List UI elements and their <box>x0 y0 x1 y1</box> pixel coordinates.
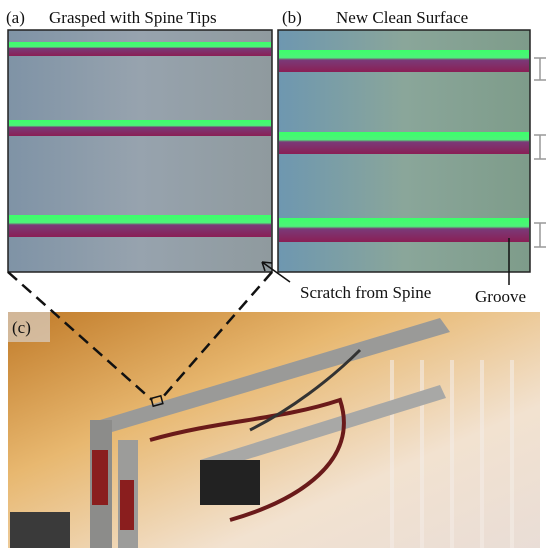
panel-label: (c) <box>12 318 31 337</box>
stripe <box>279 218 529 242</box>
panel-c: (c) <box>8 312 540 548</box>
panel-label: (b) <box>282 8 302 27</box>
panel-title: New Clean Surface <box>336 8 468 27</box>
groove-brackets <box>534 58 546 247</box>
stripe <box>279 132 529 154</box>
figure: (a) Grasped with Spine Tips (b) New Clea… <box>0 0 549 548</box>
panel-b: (b) New Clean Surface Groove <box>278 8 546 306</box>
stripe <box>9 120 271 136</box>
annotation: Scratch from Spine <box>300 283 431 302</box>
stripe <box>279 50 529 72</box>
panel-a: (a) Grasped with Spine Tips <box>6 8 272 272</box>
stripe <box>9 42 271 56</box>
photo <box>8 312 540 548</box>
annotation: Groove <box>475 287 526 306</box>
stripe <box>9 215 271 237</box>
panel-title: Grasped with Spine Tips <box>49 8 217 27</box>
panel-label: (a) <box>6 8 25 27</box>
